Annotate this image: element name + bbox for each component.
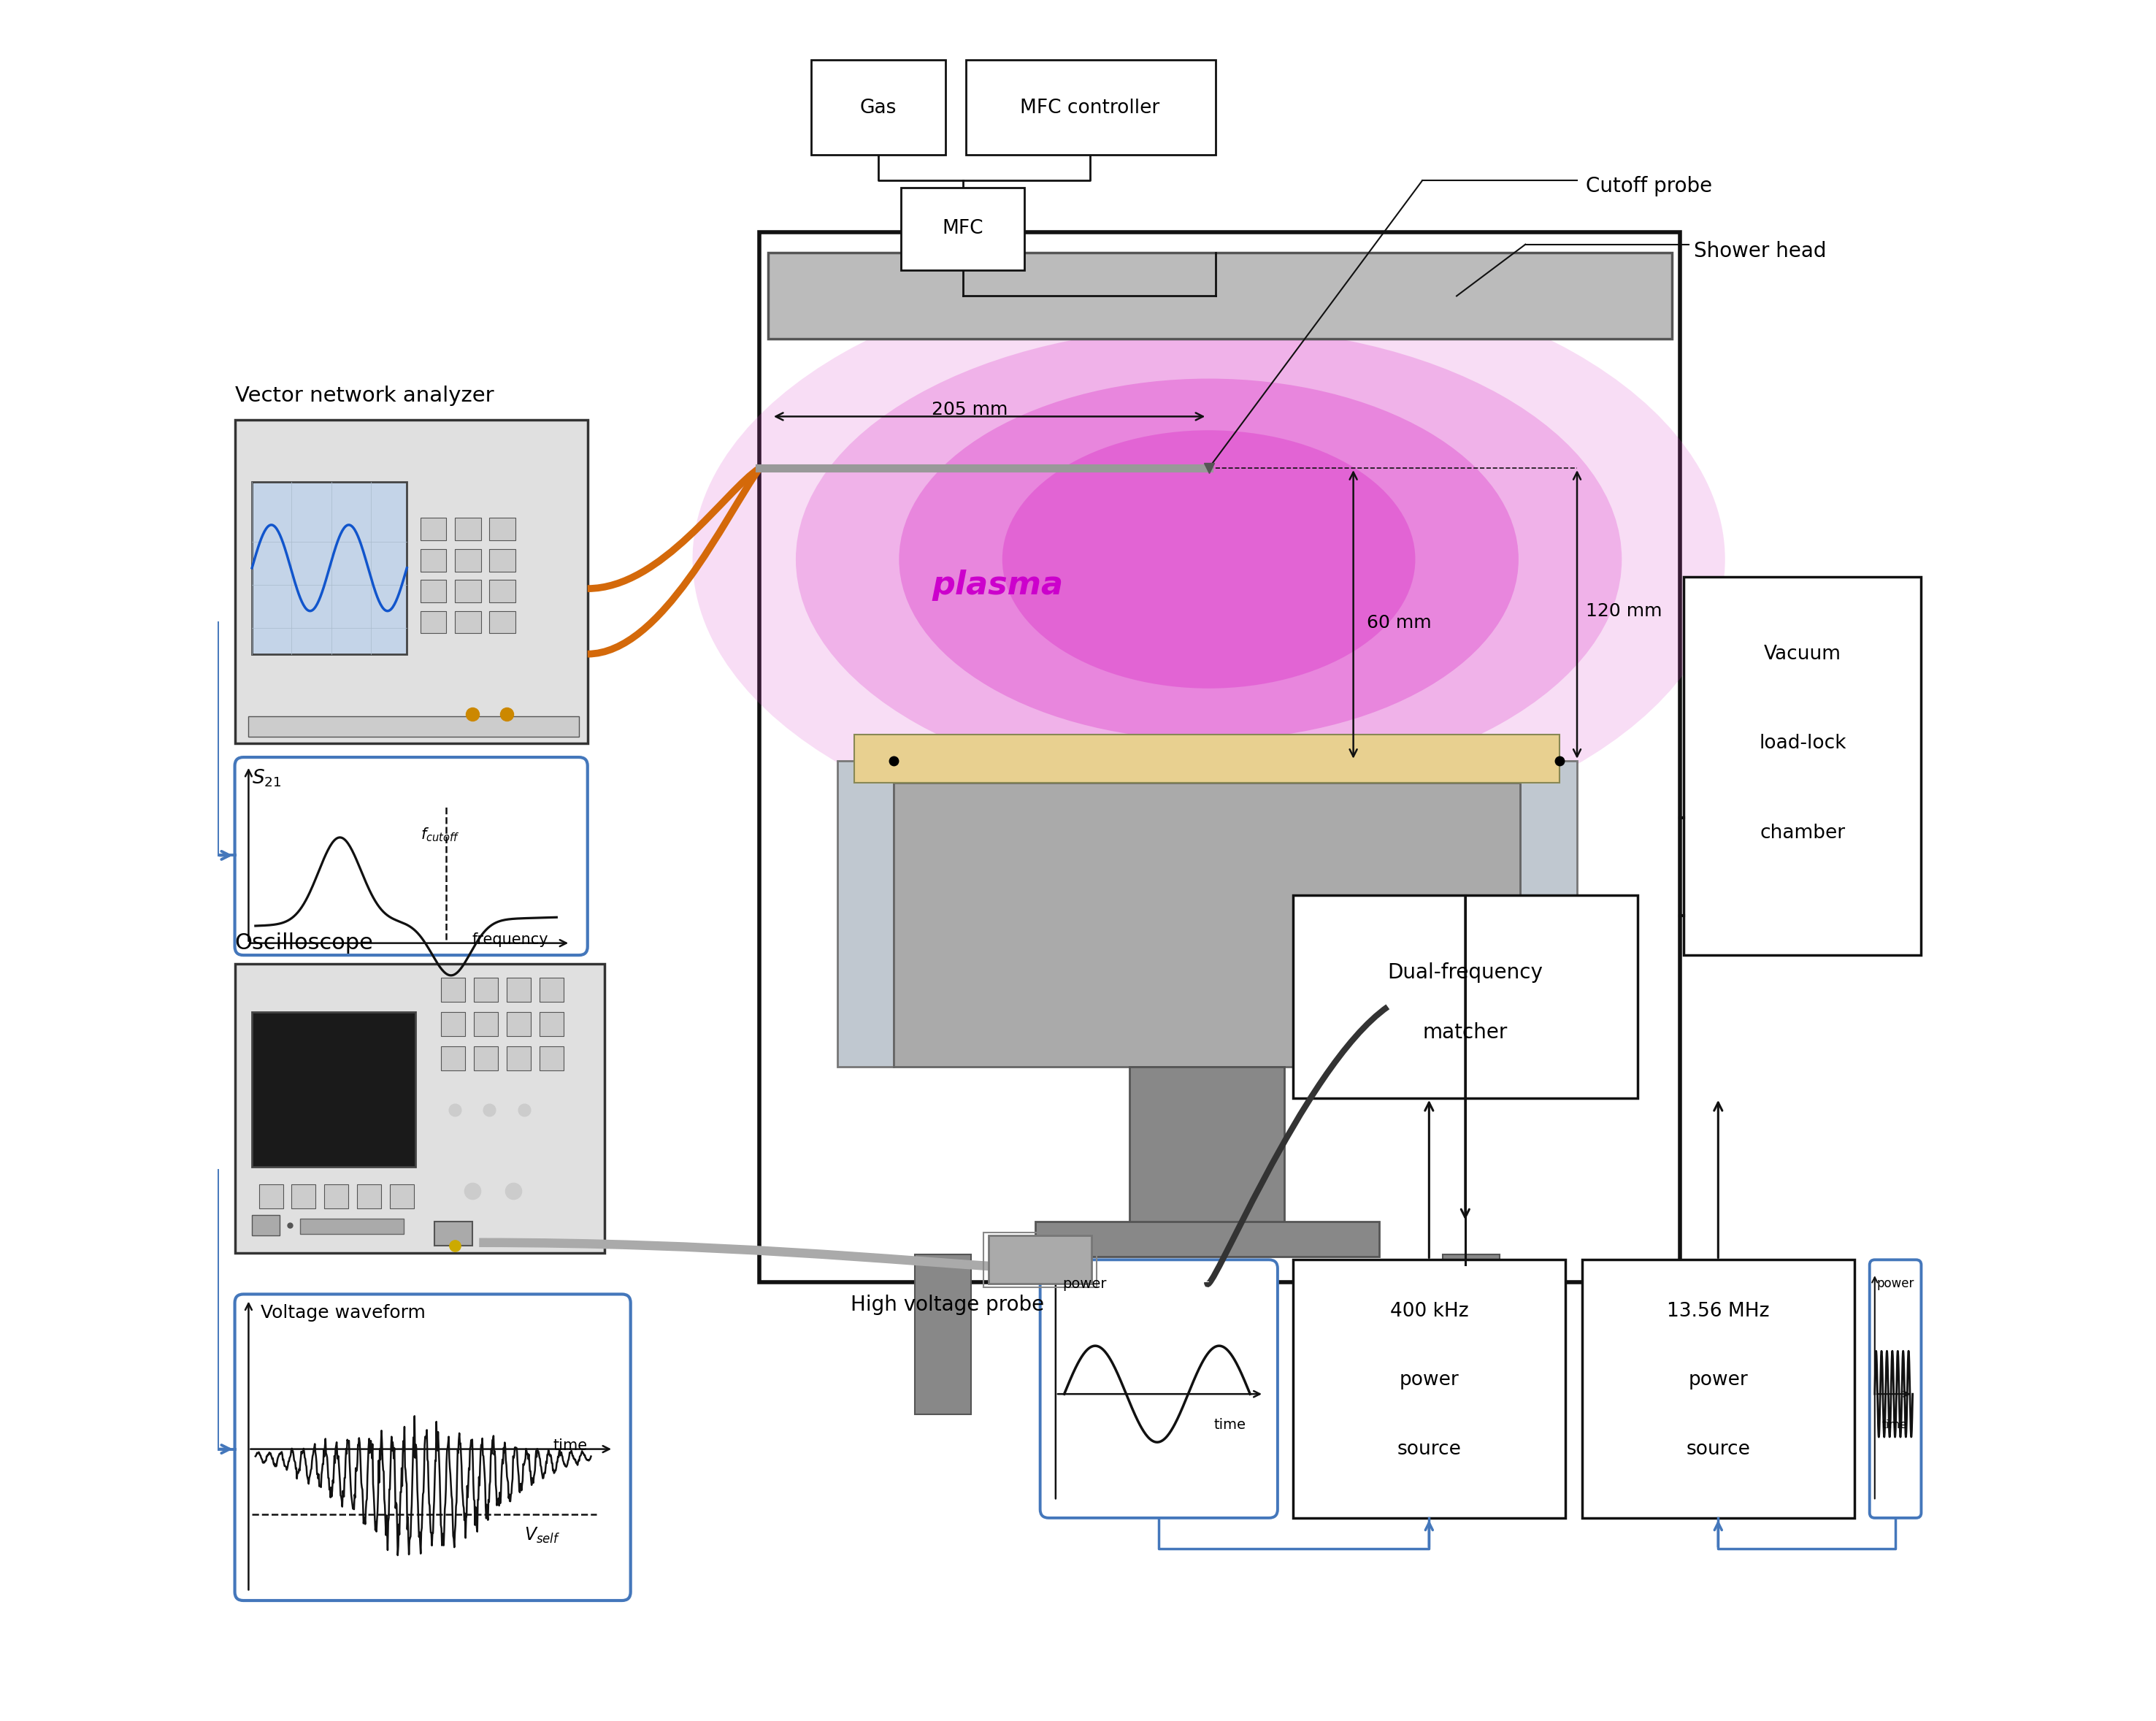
Text: time: time <box>1214 1418 1246 1432</box>
Bar <box>252 482 407 654</box>
Text: Vector network analyzer: Vector network analyzer <box>235 386 494 406</box>
Ellipse shape <box>796 327 1621 792</box>
Bar <box>914 1255 972 1415</box>
Text: Gas: Gas <box>860 98 897 119</box>
Bar <box>1035 1222 1380 1256</box>
Text: Shower head: Shower head <box>1695 241 1826 262</box>
Text: $S_{21}$: $S_{21}$ <box>252 768 282 788</box>
Text: power: power <box>1876 1277 1915 1291</box>
Bar <box>489 611 515 633</box>
Bar <box>259 1184 282 1208</box>
Bar <box>983 1232 1097 1287</box>
Text: matcher: matcher <box>1423 1022 1507 1043</box>
Bar <box>987 1236 1091 1284</box>
Bar <box>235 964 606 1253</box>
Bar <box>811 60 946 155</box>
Text: source: source <box>1686 1439 1751 1459</box>
Text: $V_{self}$: $V_{self}$ <box>524 1525 561 1545</box>
Text: time: time <box>1882 1420 1906 1430</box>
Text: High voltage probe: High voltage probe <box>852 1294 1044 1315</box>
Bar <box>455 611 481 633</box>
Text: chamber: chamber <box>1759 823 1846 843</box>
Text: MFC controller: MFC controller <box>1020 98 1160 119</box>
Bar <box>291 1184 315 1208</box>
Bar <box>1583 1260 1854 1518</box>
Bar <box>507 978 530 1002</box>
Bar <box>433 1222 472 1246</box>
Ellipse shape <box>692 267 1725 852</box>
Text: load-lock: load-lock <box>1759 733 1846 754</box>
Bar <box>390 1184 414 1208</box>
FancyBboxPatch shape <box>1869 1260 1921 1518</box>
Bar <box>442 1012 466 1036</box>
Bar <box>507 1046 530 1070</box>
Bar <box>759 232 1680 1282</box>
Bar <box>539 1046 563 1070</box>
Text: time: time <box>554 1439 589 1453</box>
Bar <box>837 761 895 1067</box>
Text: Vacuum: Vacuum <box>1764 644 1841 664</box>
Bar <box>442 978 466 1002</box>
Bar <box>489 580 515 602</box>
Bar <box>323 1184 349 1208</box>
Bar <box>1684 577 1921 955</box>
Ellipse shape <box>1003 430 1414 688</box>
Bar <box>854 735 1559 783</box>
Text: power: power <box>1688 1370 1749 1391</box>
Bar <box>1520 761 1576 1067</box>
Bar <box>539 978 563 1002</box>
Text: Cutoff probe: Cutoff probe <box>1585 176 1712 196</box>
Bar <box>1294 895 1636 1098</box>
Bar <box>300 1218 403 1234</box>
Text: $f_{cutoff}$: $f_{cutoff}$ <box>420 826 459 843</box>
Bar <box>1442 1255 1501 1415</box>
Text: source: source <box>1397 1439 1462 1459</box>
Bar <box>507 1012 530 1036</box>
Text: frequency: frequency <box>472 933 548 947</box>
Bar <box>358 1184 382 1208</box>
Bar <box>474 1012 498 1036</box>
Bar <box>248 716 580 737</box>
Text: Voltage waveform: Voltage waveform <box>261 1305 425 1322</box>
Bar <box>420 518 446 540</box>
Text: 13.56 MHz: 13.56 MHz <box>1667 1301 1770 1322</box>
Bar <box>768 253 1671 339</box>
Bar <box>474 1046 498 1070</box>
Bar <box>966 60 1216 155</box>
Text: MFC: MFC <box>942 219 983 239</box>
Bar <box>1294 1260 1565 1518</box>
Text: power: power <box>1399 1370 1460 1391</box>
Bar <box>474 978 498 1002</box>
Text: plasma: plasma <box>931 570 1063 601</box>
Text: Oscilloscope: Oscilloscope <box>235 933 373 953</box>
Bar <box>420 611 446 633</box>
Text: 120 mm: 120 mm <box>1585 602 1662 620</box>
Bar <box>455 549 481 571</box>
Bar <box>895 783 1520 1067</box>
Bar <box>235 420 589 743</box>
Bar <box>420 549 446 571</box>
Text: 400 kHz: 400 kHz <box>1391 1301 1468 1322</box>
Bar <box>489 518 515 540</box>
Text: Dual-frequency: Dual-frequency <box>1388 962 1544 983</box>
Bar <box>1130 1067 1285 1225</box>
Bar <box>420 580 446 602</box>
Bar <box>252 1215 280 1236</box>
Bar <box>901 188 1024 270</box>
FancyBboxPatch shape <box>235 757 589 955</box>
Text: 205 mm: 205 mm <box>931 401 1009 418</box>
Bar <box>442 1046 466 1070</box>
FancyBboxPatch shape <box>1039 1260 1279 1518</box>
Bar <box>539 1012 563 1036</box>
Text: power: power <box>1063 1277 1106 1291</box>
Text: 60 mm: 60 mm <box>1367 614 1432 632</box>
Bar <box>455 518 481 540</box>
Bar <box>489 549 515 571</box>
FancyBboxPatch shape <box>235 1294 630 1601</box>
Ellipse shape <box>899 379 1518 740</box>
Bar <box>455 580 481 602</box>
Bar <box>252 1012 416 1167</box>
